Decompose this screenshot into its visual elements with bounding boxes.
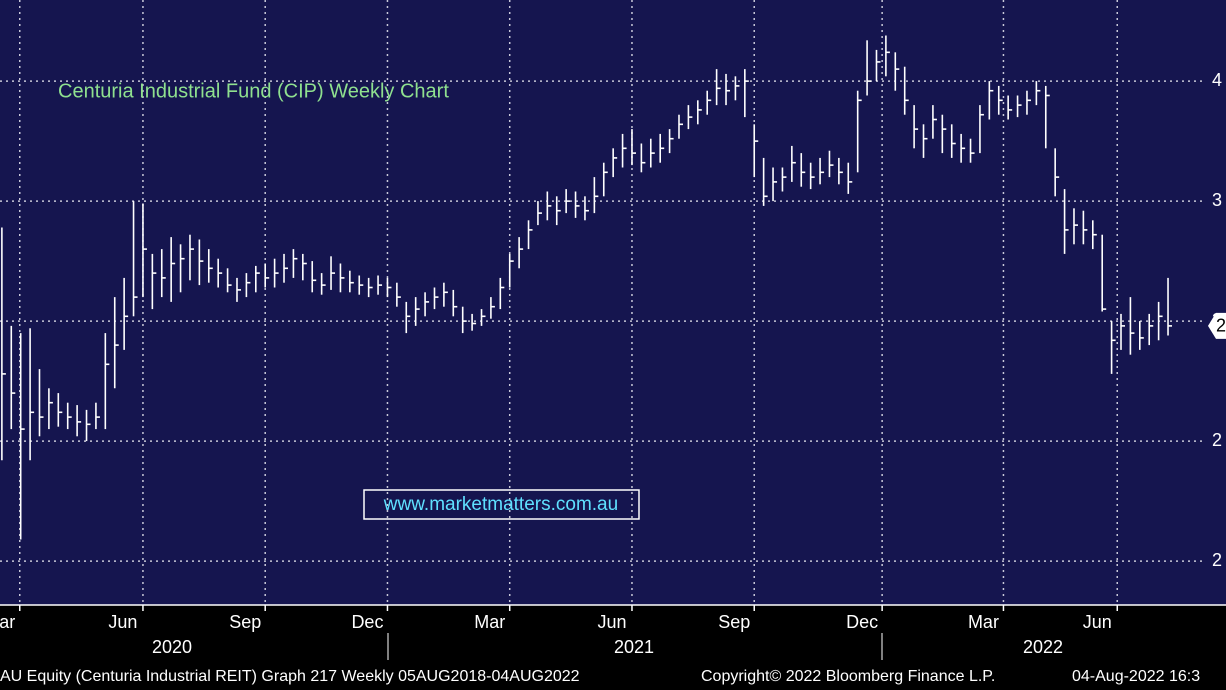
x-tick-label: Jun — [1083, 612, 1112, 632]
axis-background — [0, 605, 1226, 690]
watermark: www.marketmatters.com.au — [383, 494, 618, 515]
x-tick-label: Dec — [846, 612, 878, 632]
year-label: 2020 — [152, 637, 192, 657]
x-tick-label: Mar — [0, 612, 15, 632]
price-bars — [1, 35, 1173, 540]
footer-date: 04-Aug-2022 16:3 — [1072, 668, 1200, 685]
watermark-box — [363, 489, 640, 520]
x-tick-label: Jun — [597, 612, 626, 632]
x-tick-label: Mar — [968, 612, 999, 632]
y-tick-label: 3 — [1212, 190, 1222, 210]
y-tick-label: 4 — [1212, 70, 1222, 90]
x-tick-label: Dec — [351, 612, 383, 632]
year-label: 2022 — [1023, 637, 1063, 657]
year-label: 2021 — [614, 637, 654, 657]
last-price-label: 2 — [1216, 316, 1226, 336]
x-tick-label: Sep — [229, 612, 261, 632]
x-tick-label: Sep — [718, 612, 750, 632]
last-price-marker — [1208, 312, 1226, 339]
x-tick-label: Jun — [108, 612, 137, 632]
footer-copyright: Copyright© 2022 Bloomberg Finance L.P. — [701, 668, 995, 685]
y-tick-label: 2 — [1212, 550, 1222, 570]
y-tick-label: 2 — [1212, 430, 1222, 450]
grid — [0, 0, 1204, 605]
plot-background — [0, 0, 1226, 605]
footer-source: AU Equity (Centuria Industrial REIT) Gra… — [0, 668, 580, 685]
chart-title: Centuria Industrial Fund (CIP) Weekly Ch… — [58, 80, 449, 102]
x-tick-label: Mar — [474, 612, 505, 632]
